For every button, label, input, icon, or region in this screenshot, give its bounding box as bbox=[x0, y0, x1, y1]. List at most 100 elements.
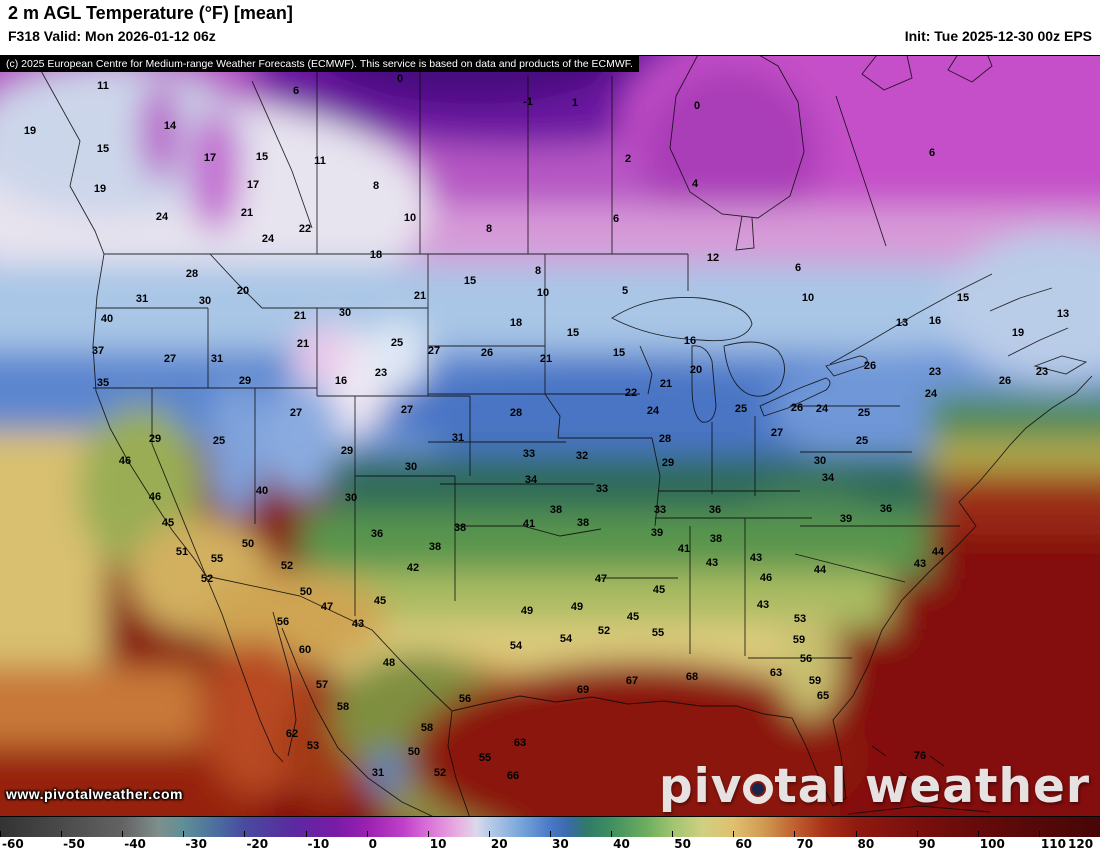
temp-label: 27 bbox=[770, 427, 784, 439]
temp-label: 38 bbox=[576, 517, 590, 529]
temp-label: 55 bbox=[478, 752, 492, 764]
temp-label: 25 bbox=[390, 337, 404, 349]
temp-label: 46 bbox=[759, 572, 773, 584]
temp-label: 59 bbox=[808, 675, 822, 687]
temp-label: 31 bbox=[210, 353, 224, 365]
temp-label: 4 bbox=[691, 178, 699, 190]
temp-label: 45 bbox=[161, 517, 175, 529]
colorbar-tick-label: 50 bbox=[674, 837, 691, 850]
temp-label: 42 bbox=[406, 562, 420, 574]
temp-label: 50 bbox=[407, 746, 421, 758]
temp-label: 68 bbox=[685, 671, 699, 683]
colorbar-tick-mark bbox=[855, 831, 857, 837]
temp-label: 50 bbox=[241, 538, 255, 550]
temp-label: -1 bbox=[523, 96, 533, 108]
temp-label: 23 bbox=[1035, 366, 1049, 378]
temp-label: 28 bbox=[185, 268, 199, 280]
temp-label: 63 bbox=[513, 737, 527, 749]
temp-label: 55 bbox=[651, 627, 665, 639]
temp-label: 10 bbox=[403, 212, 417, 224]
colorbar-tick-label: 60 bbox=[735, 837, 753, 850]
temp-label: 21 bbox=[240, 207, 254, 219]
temp-label: 16 bbox=[683, 335, 697, 347]
temp-label: 2 bbox=[624, 153, 632, 165]
temp-label: 30 bbox=[344, 492, 358, 504]
temp-label: 55 bbox=[210, 553, 224, 565]
temp-label: 8 bbox=[485, 223, 493, 235]
temperature-map: (c) 2025 European Centre for Medium-rang… bbox=[0, 55, 1100, 817]
temp-label: 33 bbox=[595, 483, 609, 495]
temp-label: 0 bbox=[693, 100, 701, 112]
temperature-colorbar: -60 -50 -40 -30 -20 -10 0 10 20 30 40 50 60 70 80 90 100… bbox=[0, 817, 1100, 850]
temp-label: 28 bbox=[658, 433, 672, 445]
temp-label: 6 bbox=[612, 213, 620, 225]
temp-label: 6 bbox=[794, 262, 802, 274]
temp-label: 40 bbox=[255, 485, 269, 497]
temp-label: 18 bbox=[369, 249, 383, 261]
temp-label: 23 bbox=[928, 366, 942, 378]
colorbar-gradient bbox=[0, 817, 1100, 837]
temp-label: 16 bbox=[928, 315, 942, 327]
temp-label: 50 bbox=[299, 586, 313, 598]
temp-label: 52 bbox=[597, 625, 611, 637]
temp-label: 56 bbox=[799, 653, 813, 665]
temp-label: 53 bbox=[793, 613, 807, 625]
temp-label: 21 bbox=[659, 378, 673, 390]
colorbar-tick-mark bbox=[672, 831, 674, 837]
temp-label: 58 bbox=[336, 701, 350, 713]
temp-label: 33 bbox=[653, 504, 667, 516]
temp-label: 62 bbox=[285, 728, 299, 740]
temp-label: 58 bbox=[420, 722, 434, 734]
temp-label: 35 bbox=[96, 377, 110, 389]
temp-label: 36 bbox=[879, 503, 893, 515]
temp-label: 52 bbox=[200, 573, 214, 585]
temp-label: 57 bbox=[315, 679, 329, 691]
temp-label: 26 bbox=[863, 360, 877, 372]
colorbar-tick-label: 100 bbox=[979, 837, 1005, 850]
temp-label: 14 bbox=[163, 120, 177, 132]
temp-label: 30 bbox=[404, 461, 418, 473]
temp-label: 65 bbox=[816, 690, 830, 702]
temperature-field bbox=[0, 56, 1100, 816]
temp-label: 8 bbox=[372, 180, 380, 192]
temp-label: 15 bbox=[566, 327, 580, 339]
header-subrow: F318 Valid: Mon 2026-01-12 06z Init: Tue… bbox=[8, 28, 1092, 44]
page-title: 2 m AGL Temperature (°F) [mean] bbox=[8, 3, 293, 23]
temp-label: 38 bbox=[453, 522, 467, 534]
colorbar-tick-mark bbox=[61, 831, 63, 837]
temp-label: 22 bbox=[298, 223, 312, 235]
temp-label: 43 bbox=[351, 618, 365, 630]
temp-label: 11 bbox=[314, 155, 326, 167]
temp-label: 24 bbox=[924, 388, 938, 400]
temp-label: 54 bbox=[509, 640, 523, 652]
temp-label: 25 bbox=[734, 403, 748, 415]
temp-label: 56 bbox=[458, 693, 472, 705]
colorbar-tick-label: -30 bbox=[185, 837, 208, 850]
temp-label: 46 bbox=[118, 455, 132, 467]
temp-label: 49 bbox=[570, 601, 584, 613]
temp-label: 27 bbox=[400, 404, 414, 416]
colorbar-tick-label: 0 bbox=[368, 837, 378, 850]
temp-label: 66 bbox=[506, 770, 520, 782]
colorbar-tick-label: 70 bbox=[796, 837, 814, 850]
temp-label: 76 bbox=[913, 750, 927, 762]
colorbar-tick-label: 10 bbox=[429, 837, 447, 850]
colorbar-tick-mark bbox=[0, 831, 1, 837]
temp-label: 22 bbox=[624, 387, 638, 399]
temp-label: 27 bbox=[427, 345, 441, 357]
temp-label: 44 bbox=[813, 564, 827, 576]
colorbar-tick-label: 40 bbox=[613, 837, 630, 850]
colorbar-tick-label: 120 bbox=[1068, 837, 1094, 850]
temp-label: 47 bbox=[594, 573, 608, 585]
temp-label: 26 bbox=[480, 347, 494, 359]
watermark-part1: piv bbox=[658, 759, 743, 814]
temp-label: 31 bbox=[451, 432, 465, 444]
temp-label: 45 bbox=[626, 611, 640, 623]
temp-label: 26 bbox=[790, 402, 804, 414]
temp-label: 49 bbox=[520, 605, 534, 617]
temp-label: 18 bbox=[509, 317, 523, 329]
temp-label: 31 bbox=[135, 293, 149, 305]
watermark-part2: tal weather bbox=[774, 759, 1090, 814]
temp-label: 17 bbox=[203, 152, 217, 164]
temp-label: 48 bbox=[382, 657, 396, 669]
